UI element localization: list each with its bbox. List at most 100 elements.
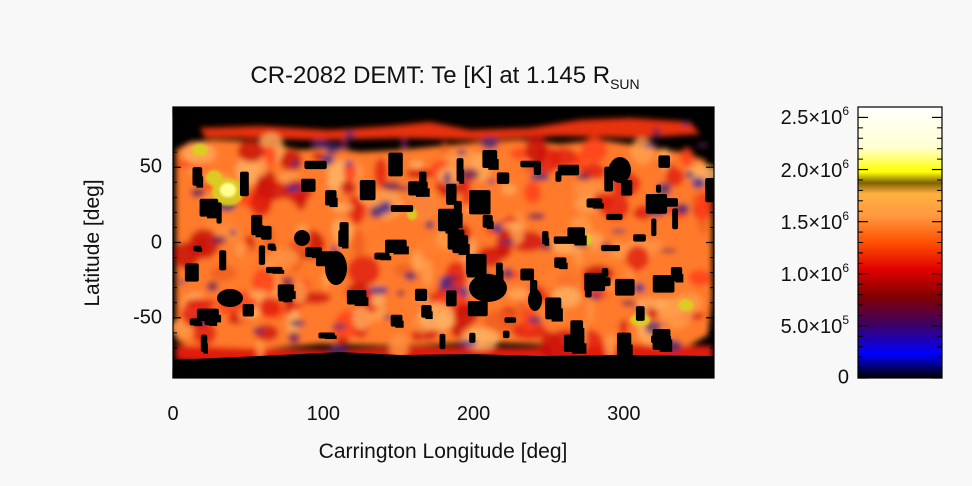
masked-hole bbox=[203, 343, 208, 354]
masked-hole bbox=[415, 188, 430, 197]
temperature-patch bbox=[604, 334, 616, 358]
masked-hole bbox=[393, 246, 409, 255]
temperature-patch bbox=[483, 309, 518, 333]
masked-hole bbox=[260, 225, 272, 240]
temperature-patch bbox=[679, 147, 695, 167]
cool-patch bbox=[378, 200, 393, 214]
temperature-patch bbox=[258, 297, 282, 317]
cool-patch bbox=[691, 176, 706, 189]
masked-hole bbox=[439, 333, 446, 350]
masked-hole bbox=[196, 248, 203, 252]
temperature-patch bbox=[347, 255, 380, 286]
temperature-patch bbox=[346, 195, 366, 225]
x-tick-label: 100 bbox=[306, 403, 340, 425]
masked-hole bbox=[194, 321, 203, 327]
y-tick-marks bbox=[173, 121, 714, 364]
masked-hole bbox=[658, 155, 671, 168]
temperature-patch bbox=[523, 181, 542, 204]
south-masked-band bbox=[173, 352, 714, 378]
masked-hole bbox=[496, 172, 510, 185]
temperature-patch bbox=[501, 184, 517, 195]
temperature-patch bbox=[525, 133, 548, 165]
masked-hole bbox=[572, 343, 587, 354]
cool-patch bbox=[644, 142, 657, 148]
masked-hole bbox=[258, 245, 266, 265]
masked-hole bbox=[656, 184, 662, 193]
temperature-patch bbox=[507, 287, 533, 300]
temperature-patch bbox=[343, 161, 358, 182]
masked-hole bbox=[601, 245, 621, 252]
colorbar-tick-label: 2.0×106 bbox=[780, 156, 849, 182]
temperature-patch bbox=[635, 298, 668, 309]
masked-hole bbox=[395, 320, 404, 328]
temperature-patch bbox=[237, 139, 265, 163]
cool-patch bbox=[211, 235, 227, 245]
cool-patch bbox=[611, 229, 627, 234]
temperature-patch bbox=[248, 289, 268, 299]
temperature-map bbox=[173, 107, 714, 378]
temperature-patch bbox=[267, 248, 299, 269]
masked-hole bbox=[196, 176, 204, 188]
temperature-patch bbox=[549, 147, 578, 168]
x-tick-label: 200 bbox=[456, 403, 491, 425]
temperature-patch bbox=[410, 160, 424, 169]
x-tick-label: 300 bbox=[607, 403, 641, 425]
masked-hole bbox=[575, 327, 585, 338]
temperature-patch bbox=[440, 142, 450, 155]
temperature-patch bbox=[665, 167, 685, 187]
masked-hole bbox=[325, 335, 337, 340]
masked-hole bbox=[466, 253, 487, 278]
masked-hole bbox=[446, 183, 457, 205]
title-subscript: SUN bbox=[610, 76, 640, 92]
temperature-patch bbox=[411, 250, 424, 272]
colorbar-tick-label: 0 bbox=[837, 366, 849, 389]
cool-patch bbox=[425, 220, 435, 230]
cool-patch bbox=[286, 184, 302, 192]
cool-patch bbox=[480, 136, 499, 150]
cool-patch bbox=[310, 140, 330, 149]
masked-hole bbox=[659, 339, 673, 352]
masked-hole bbox=[445, 219, 459, 234]
cool-patch bbox=[529, 173, 550, 181]
temperature-patch bbox=[192, 321, 217, 345]
masked-hole bbox=[217, 289, 243, 307]
masked-holes bbox=[184, 150, 714, 359]
cool-patch bbox=[338, 139, 350, 151]
cool-patch bbox=[459, 286, 469, 298]
temperature-patch bbox=[630, 137, 655, 164]
temperature-patch bbox=[422, 259, 433, 287]
temperature-patch bbox=[338, 214, 352, 224]
masked-hole bbox=[584, 281, 592, 298]
temperature-patch bbox=[688, 269, 711, 287]
north-strip bbox=[200, 118, 700, 140]
masked-hole bbox=[551, 308, 563, 322]
cool-patch bbox=[576, 173, 591, 181]
x-tick-marks bbox=[172, 107, 685, 378]
masked-hole bbox=[445, 290, 457, 307]
cool-patch bbox=[503, 267, 513, 280]
masked-hole bbox=[459, 169, 465, 184]
cool-patch bbox=[179, 279, 186, 285]
cool-patch bbox=[331, 323, 347, 330]
temperature-patch bbox=[340, 180, 356, 195]
masked-hole bbox=[239, 171, 249, 197]
cool-patch bbox=[499, 239, 516, 245]
masked-hole bbox=[675, 274, 684, 283]
temperature-patch bbox=[252, 268, 276, 297]
masked-hole bbox=[557, 164, 580, 176]
hot-spot bbox=[206, 170, 222, 186]
temperature-patch bbox=[415, 239, 440, 255]
masked-hole bbox=[520, 268, 535, 281]
masked-hole bbox=[341, 238, 349, 249]
cool-patch bbox=[620, 300, 637, 306]
colorbar-tick-label: 1.0×106 bbox=[780, 260, 849, 286]
masked-hole bbox=[488, 159, 499, 170]
cool-patch bbox=[383, 314, 393, 320]
hot-spot-core bbox=[220, 183, 236, 197]
masked-hole bbox=[272, 270, 285, 274]
cool-patch bbox=[487, 179, 496, 184]
cool-patch bbox=[527, 316, 543, 324]
masked-hole bbox=[609, 157, 631, 183]
masked-hole bbox=[645, 194, 668, 214]
temperature-patch bbox=[573, 178, 606, 197]
